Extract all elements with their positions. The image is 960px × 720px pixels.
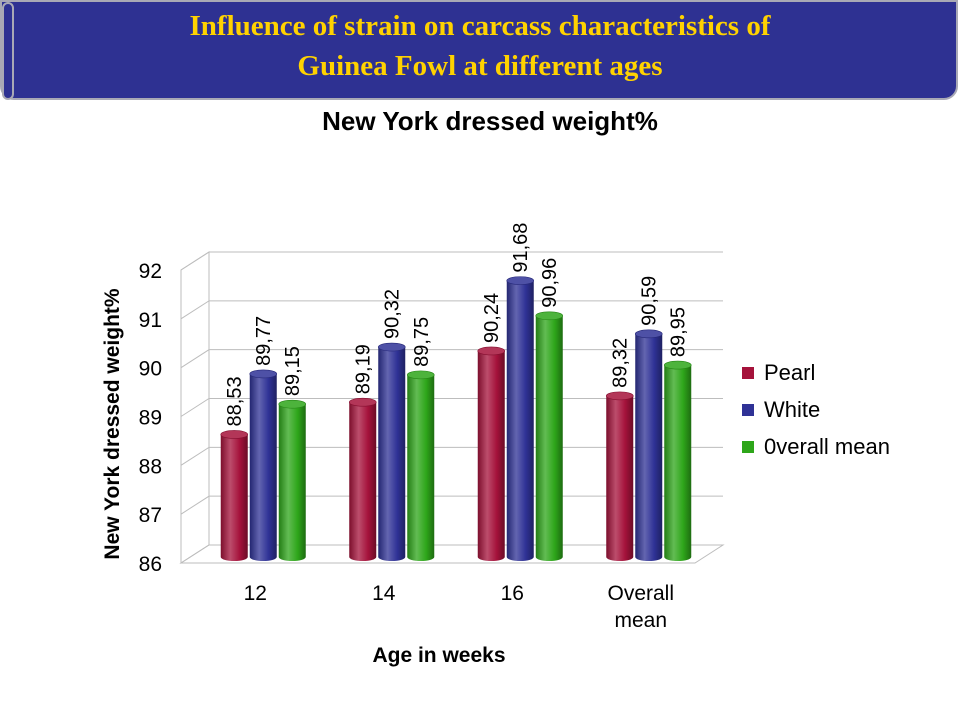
y-tick-label-86: 86 bbox=[139, 553, 162, 576]
x-tick-label-0: 12 bbox=[244, 582, 267, 605]
title-banner bbox=[0, 0, 958, 100]
bar-0verall-mean-2-top bbox=[535, 311, 564, 321]
bar-white-2 bbox=[506, 280, 534, 561]
bar-pearl-0-top bbox=[220, 430, 249, 439]
y-tick-label-89: 89 bbox=[139, 407, 162, 430]
slide-title-line-2: Guinea Fowl at different ages bbox=[297, 50, 663, 82]
slide-title-line-1: Influence of strain on carcass character… bbox=[189, 10, 771, 42]
y-tick-label-90: 90 bbox=[139, 358, 162, 381]
legend-swatch-white bbox=[742, 403, 754, 416]
data-label-0verall-mean-3: 89,95 bbox=[668, 307, 690, 357]
gridline-91 bbox=[180, 300, 723, 320]
x-tick-label-1: 14 bbox=[372, 582, 396, 605]
bar-0verall-mean-3-top bbox=[663, 360, 692, 370]
bar-pearl-0 bbox=[220, 434, 248, 561]
data-label-pearl-0: 88,53 bbox=[224, 376, 246, 426]
y-tick-label-88: 88 bbox=[139, 455, 162, 478]
legend-item-overall: 0verall mean bbox=[742, 428, 890, 465]
bar-pearl-1-top bbox=[348, 397, 377, 407]
bar-0verall-mean-3 bbox=[664, 365, 692, 561]
legend-swatch-pearl bbox=[742, 366, 754, 379]
bar-pearl-3 bbox=[606, 395, 634, 561]
x-axis-title: Age in weeks bbox=[372, 644, 505, 667]
bar-0verall-mean-1-top bbox=[406, 370, 435, 380]
x-tick-label-3: Overall mean bbox=[607, 582, 674, 632]
legend-item-white: White bbox=[742, 391, 890, 428]
data-label-white-2: 91,68 bbox=[510, 223, 532, 273]
legend-label-pearl: Pearl bbox=[764, 359, 816, 385]
data-label-white-1: 90,32 bbox=[382, 289, 404, 339]
bar-0verall-mean-0-top bbox=[278, 399, 307, 409]
bar-0verall-mean-0 bbox=[278, 404, 306, 561]
data-label-0verall-mean-0: 89,15 bbox=[282, 346, 304, 396]
data-label-white-3: 90,59 bbox=[639, 276, 661, 326]
y-axis-title: New York dressed weight% bbox=[101, 288, 124, 559]
bar-white-3 bbox=[635, 333, 663, 561]
bar-pearl-2 bbox=[477, 350, 505, 561]
legend-item-pearl: Pearl bbox=[742, 354, 890, 391]
y-tick-label-91: 91 bbox=[139, 309, 162, 332]
data-label-pearl-1: 89,19 bbox=[353, 344, 375, 394]
x-tick-label-2: 16 bbox=[501, 582, 524, 605]
bar-white-2-top bbox=[506, 276, 535, 285]
bar-white-3-top bbox=[634, 329, 663, 339]
bar-white-1 bbox=[378, 347, 406, 561]
y-tick-label-87: 87 bbox=[139, 504, 162, 527]
data-label-white-0: 89,77 bbox=[253, 316, 275, 366]
legend-swatch-overall bbox=[742, 440, 754, 453]
data-label-pearl-2: 90,24 bbox=[481, 293, 503, 343]
y-tick-label-92: 92 bbox=[139, 260, 162, 283]
bar-0verall-mean-2 bbox=[535, 315, 563, 561]
legend-label-white: White bbox=[764, 396, 821, 422]
bar-0verall-mean-1 bbox=[407, 374, 435, 561]
slide-title: Influence of strain on carcass character… bbox=[0, 6, 960, 86]
bar-white-1-top bbox=[377, 342, 406, 352]
legend-label-overall: 0verall mean bbox=[764, 433, 890, 459]
data-label-pearl-3: 89,32 bbox=[610, 338, 632, 388]
data-label-0verall-mean-2: 90,96 bbox=[539, 258, 561, 308]
banner-tab-decoration bbox=[2, 2, 14, 100]
bar-pearl-1 bbox=[349, 402, 377, 561]
bar-white-0-top bbox=[249, 369, 278, 379]
chart-legend: Pearl White 0verall mean bbox=[742, 354, 890, 465]
data-label-0verall-mean-1: 89,75 bbox=[411, 317, 433, 367]
chart-title: New York dressed weight% bbox=[322, 106, 658, 136]
bar-pearl-3-top bbox=[605, 391, 634, 401]
bar-white-0 bbox=[249, 373, 277, 561]
bar-pearl-2-top bbox=[477, 346, 506, 356]
gridline-92 bbox=[180, 251, 723, 271]
